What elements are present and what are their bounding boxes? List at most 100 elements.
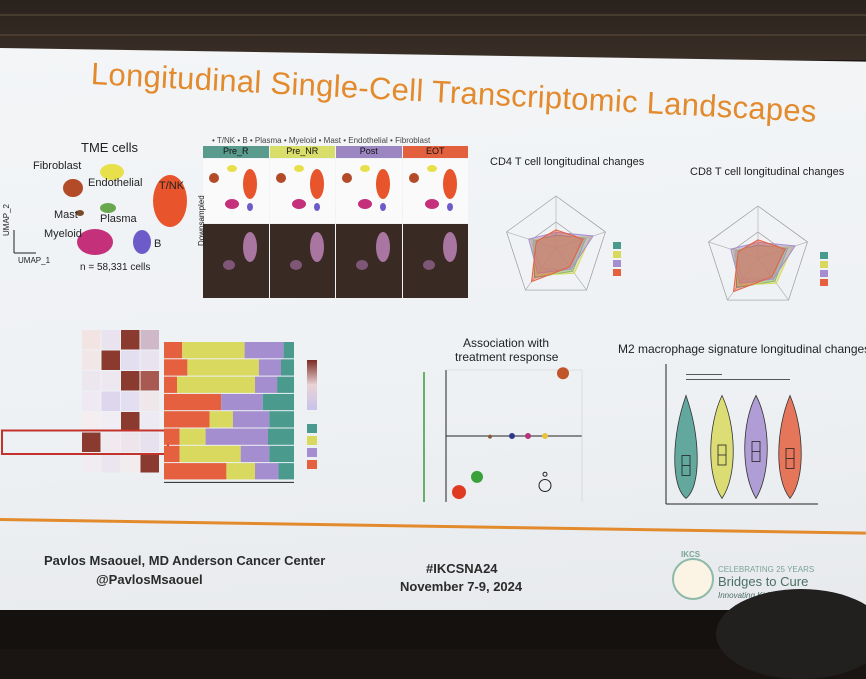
- cd4-radar: [506, 195, 621, 291]
- umap2-label: UMAP_2: [2, 203, 11, 236]
- umap-grid-legend: • T/NK • B • Plasma • Myeloid • Mast • E…: [212, 136, 431, 145]
- legend-swatch: [307, 460, 317, 469]
- heatmap-cell: [121, 330, 140, 350]
- fraction-bar-segment: [177, 376, 255, 393]
- heatmap-cell: [121, 453, 140, 473]
- heatmap-cell: [140, 432, 159, 452]
- legend-swatch: [613, 269, 621, 276]
- heatmap-cell: [140, 371, 159, 391]
- tme-label-mast: Mast: [54, 209, 78, 221]
- handle: @PavlosMsaouel: [96, 572, 203, 587]
- radar-axis: [727, 257, 759, 301]
- logo-top: IKCS: [681, 550, 701, 559]
- tme-heading: TME cells: [81, 140, 139, 155]
- ceiling-beam: [0, 34, 866, 36]
- legend-swatch: [613, 242, 621, 249]
- heatmap-cell: [140, 330, 159, 350]
- umap-density-panel: [402, 224, 468, 298]
- heatmap-cell: [82, 371, 101, 391]
- umap-col-pre-nr: Pre_NR: [269, 146, 335, 158]
- fraction-bar-segment: [278, 463, 294, 480]
- legend-swatch: [820, 270, 828, 277]
- fraction-bar-segment: [164, 393, 222, 411]
- fraction-bar-segment: [277, 376, 294, 393]
- association-plot: [423, 367, 583, 502]
- fraction-bar-segment: [281, 359, 294, 376]
- cd4-title: CD4 T cell longitudinal changes: [490, 156, 645, 168]
- point-plasma: [471, 470, 483, 483]
- heatmap-cell: [82, 432, 101, 452]
- point-mast: [488, 434, 492, 439]
- cd8-radar: [708, 205, 828, 301]
- tme-label-tnk: T/NK: [159, 180, 185, 192]
- heatmap-cell: [121, 432, 140, 452]
- violin-pre-r: [674, 394, 698, 499]
- heatmap-cell: [140, 453, 159, 473]
- heatmap-cell: [140, 412, 159, 432]
- heatmap-cell: [101, 432, 120, 452]
- ceiling-beam: [0, 14, 866, 16]
- umap1-label: UMAP_1: [18, 256, 51, 265]
- point-myeloid: [525, 433, 531, 439]
- fraction-bar-segment: [205, 428, 268, 445]
- radar-series-pre-nr: [732, 246, 794, 286]
- umap-col-eot: EOT: [402, 146, 468, 158]
- heatmap-cell: [82, 453, 101, 473]
- roe-scale: [307, 360, 317, 410]
- cd8-title: CD8 T cell longitudinal changes: [690, 166, 845, 178]
- fraction-bar-segment: [179, 445, 241, 463]
- hashtag: #IKCSNA24: [426, 561, 498, 576]
- tme-label-b: B: [154, 238, 162, 250]
- point-b: [509, 433, 515, 439]
- fraction-bar-segment: [258, 359, 281, 376]
- fraction-bar-segment: [164, 428, 180, 445]
- ikcs-logo: [672, 558, 714, 600]
- radar-series-pre-nr: [530, 236, 592, 276]
- fraction-bar-segment: [164, 463, 227, 480]
- size-max-marker: [538, 479, 552, 492]
- fraction-bar-segment: [283, 342, 294, 359]
- umap-panel: [203, 159, 269, 223]
- fraction-bar-segment: [269, 411, 294, 428]
- heatmap-cell: [101, 371, 120, 391]
- umap-panel: [336, 159, 402, 223]
- heatmap-cell: [82, 330, 101, 350]
- legend-swatch: [613, 251, 621, 258]
- legend-swatch: [820, 261, 828, 268]
- point-fibroblast: [557, 367, 569, 380]
- m2-violin-plot: [665, 364, 818, 505]
- cell-count: n = 58,331 cells: [80, 262, 151, 273]
- fraction-bar-segment: [164, 411, 210, 428]
- umap-panel: [269, 159, 335, 223]
- fraction-bar-segment: [240, 445, 270, 463]
- fraction-bars: [164, 342, 317, 483]
- heatmap-cell: [82, 350, 101, 370]
- fraction-bar-segment: [268, 428, 294, 445]
- umap-density-panel: [203, 224, 269, 298]
- radar-axis: [525, 247, 557, 291]
- umap-density-panel: [336, 224, 402, 298]
- fraction-bar-segment: [187, 359, 259, 376]
- fraction-bar-segment: [255, 463, 279, 480]
- tme-label-myeloid: Myeloid: [44, 228, 82, 240]
- m2-title: M2 macrophage signature longitudinal cha…: [618, 342, 866, 356]
- umap-col-pre-r: Pre_R: [203, 146, 269, 158]
- dates: November 7-9, 2024: [400, 579, 523, 594]
- heatmap-cell: [101, 412, 120, 432]
- presenter: Pavlos Msaouel, MD Anderson Cancer Cente…: [44, 553, 326, 568]
- umap-panel: [402, 159, 468, 223]
- radar-series-post: [730, 241, 796, 284]
- heatmap-cell: [82, 412, 101, 432]
- tme-umap: [13, 164, 187, 255]
- fraction-bar-segment: [262, 393, 294, 411]
- heatmap-cell: [121, 412, 140, 432]
- violin-eot: [778, 394, 802, 500]
- radar-series-eot: [530, 229, 584, 283]
- heatmap-cell: [121, 391, 140, 411]
- fraction-bar-segment: [255, 376, 278, 393]
- fraction-bar-segment: [221, 393, 263, 411]
- heatmap-cell: [140, 391, 159, 411]
- assoc-title-1: Association with: [463, 336, 550, 350]
- assoc-title-2: treatment response: [455, 350, 559, 364]
- violin-pre-nr: [710, 394, 734, 500]
